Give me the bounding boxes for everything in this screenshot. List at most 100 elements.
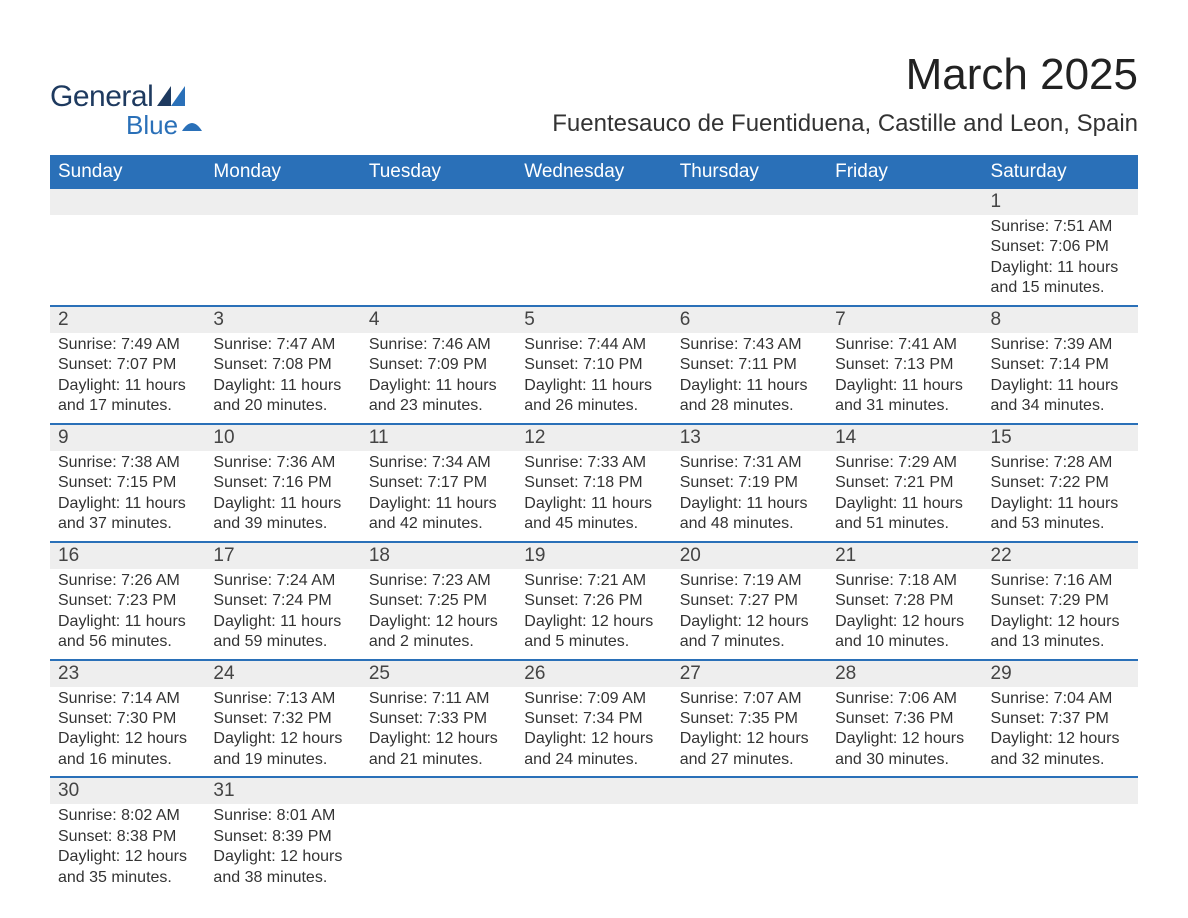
weekday-header: Monday <box>205 155 360 189</box>
day-content-row: Sunrise: 7:38 AMSunset: 7:15 PMDaylight:… <box>50 451 1138 542</box>
day-content-cell: Sunrise: 7:47 AMSunset: 7:08 PMDaylight:… <box>205 333 360 424</box>
day-number-cell: 10 <box>205 424 360 451</box>
sunrise-text: Sunrise: 7:47 AM <box>213 335 352 355</box>
sunset-text: Sunset: 7:26 PM <box>524 591 663 611</box>
sunrise-text: Sunrise: 7:31 AM <box>680 453 819 473</box>
sunrise-text: Sunrise: 7:51 AM <box>991 217 1130 237</box>
day-number-cell: 29 <box>983 660 1138 687</box>
sunrise-text: Sunrise: 7:14 AM <box>58 689 197 709</box>
day-content-cell: Sunrise: 7:43 AMSunset: 7:11 PMDaylight:… <box>672 333 827 424</box>
daylight-text: Daylight: 12 hours and 13 minutes. <box>991 612 1130 653</box>
sunrise-text: Sunrise: 7:24 AM <box>213 571 352 591</box>
day-content-cell: Sunrise: 7:13 AMSunset: 7:32 PMDaylight:… <box>205 687 360 778</box>
daylight-text: Daylight: 11 hours and 48 minutes. <box>680 494 819 535</box>
day-content-cell: Sunrise: 7:49 AMSunset: 7:07 PMDaylight:… <box>50 333 205 424</box>
sunrise-text: Sunrise: 7:34 AM <box>369 453 508 473</box>
logo-text-general: General <box>50 80 153 114</box>
day-content-cell: Sunrise: 7:16 AMSunset: 7:29 PMDaylight:… <box>983 569 1138 660</box>
day-number-cell: 21 <box>827 542 982 569</box>
header: General Blue March 2025 Fuentesauco de F… <box>50 50 1138 141</box>
sunset-text: Sunset: 7:19 PM <box>680 473 819 493</box>
sunrise-text: Sunrise: 7:19 AM <box>680 571 819 591</box>
sunrise-text: Sunrise: 8:02 AM <box>58 806 197 826</box>
sunrise-text: Sunrise: 7:49 AM <box>58 335 197 355</box>
sunrise-text: Sunrise: 7:41 AM <box>835 335 974 355</box>
daylight-text: Daylight: 11 hours and 34 minutes. <box>991 376 1130 417</box>
day-number-cell: 8 <box>983 306 1138 333</box>
day-number-cell: 30 <box>50 777 205 804</box>
sunset-text: Sunset: 7:07 PM <box>58 355 197 375</box>
day-number-cell <box>672 777 827 804</box>
sunrise-text: Sunrise: 7:38 AM <box>58 453 197 473</box>
day-content-row: Sunrise: 7:14 AMSunset: 7:30 PMDaylight:… <box>50 687 1138 778</box>
day-content-cell <box>361 215 516 306</box>
day-number-cell: 7 <box>827 306 982 333</box>
day-content-cell <box>516 215 671 306</box>
logo: General Blue <box>50 50 202 141</box>
day-content-cell: Sunrise: 7:51 AMSunset: 7:06 PMDaylight:… <box>983 215 1138 306</box>
day-number-cell: 17 <box>205 542 360 569</box>
day-number-cell <box>516 777 671 804</box>
sunset-text: Sunset: 7:27 PM <box>680 591 819 611</box>
daylight-text: Daylight: 12 hours and 38 minutes. <box>213 847 352 888</box>
day-content-cell: Sunrise: 7:33 AMSunset: 7:18 PMDaylight:… <box>516 451 671 542</box>
daylight-text: Daylight: 12 hours and 21 minutes. <box>369 729 508 770</box>
sunset-text: Sunset: 7:17 PM <box>369 473 508 493</box>
logo-triangle-icon <box>157 86 185 106</box>
day-content-row: Sunrise: 8:02 AMSunset: 8:38 PM Daylight:… <box>50 804 1138 894</box>
weekday-header: Wednesday <box>516 155 671 189</box>
sunset-text: Sunset: 7:13 PM <box>835 355 974 375</box>
day-number-cell <box>827 189 982 215</box>
day-content-cell <box>50 215 205 306</box>
sunset-text: Sunset: 7:08 PM <box>213 355 352 375</box>
sunrise-text: Sunrise: 7:21 AM <box>524 571 663 591</box>
day-number-row: 23242526272829 <box>50 660 1138 687</box>
page-title: March 2025 <box>552 50 1138 100</box>
day-content-cell: Sunrise: 7:26 AMSunset: 7:23 PMDaylight:… <box>50 569 205 660</box>
daylight-text: Daylight: 11 hours and 17 minutes. <box>58 376 197 417</box>
sunrise-text: Sunrise: 7:44 AM <box>524 335 663 355</box>
location-subtitle: Fuentesauco de Fuentiduena, Castille and… <box>552 110 1138 138</box>
weekday-header: Saturday <box>983 155 1138 189</box>
day-number-cell: 16 <box>50 542 205 569</box>
sunset-text: Sunset: 7:24 PM <box>213 591 352 611</box>
day-content-cell <box>516 804 671 894</box>
day-number-cell: 18 <box>361 542 516 569</box>
day-number-cell <box>361 777 516 804</box>
sunset-text: Sunset: 8:38 PM <box>58 827 197 847</box>
daylight-text: Daylight: 11 hours and 53 minutes. <box>991 494 1130 535</box>
day-number-cell: 23 <box>50 660 205 687</box>
daylight-text: Daylight: 11 hours and 23 minutes. <box>369 376 508 417</box>
sunrise-text: Sunrise: 7:18 AM <box>835 571 974 591</box>
day-number-row: 9101112131415 <box>50 424 1138 451</box>
sunset-text: Sunset: 7:06 PM <box>991 237 1130 257</box>
daylight-text: Daylight: 11 hours and 59 minutes. <box>213 612 352 653</box>
daylight-text: Daylight: 11 hours and 37 minutes. <box>58 494 197 535</box>
sunset-text: Sunset: 7:09 PM <box>369 355 508 375</box>
day-content-cell: Sunrise: 7:36 AMSunset: 7:16 PMDaylight:… <box>205 451 360 542</box>
sunset-text: Sunset: 7:25 PM <box>369 591 508 611</box>
day-number-cell <box>827 777 982 804</box>
day-number-row: 3031 <box>50 777 1138 804</box>
daylight-text: Daylight: 11 hours and 31 minutes. <box>835 376 974 417</box>
day-number-cell: 12 <box>516 424 671 451</box>
day-content-cell: Sunrise: 7:34 AMSunset: 7:17 PMDaylight:… <box>361 451 516 542</box>
day-number-cell: 22 <box>983 542 1138 569</box>
day-content-cell: Sunrise: 7:04 AMSunset: 7:37 PMDaylight:… <box>983 687 1138 778</box>
sunrise-text: Sunrise: 7:26 AM <box>58 571 197 591</box>
weekday-header: Sunday <box>50 155 205 189</box>
day-number-row: 1 <box>50 189 1138 215</box>
day-number-cell: 4 <box>361 306 516 333</box>
daylight-text: Daylight: 12 hours and 30 minutes. <box>835 729 974 770</box>
calendar-table: Sunday Monday Tuesday Wednesday Thursday… <box>50 155 1138 894</box>
sunset-text: Sunset: 7:16 PM <box>213 473 352 493</box>
daylight-text: Daylight: 11 hours and 28 minutes. <box>680 376 819 417</box>
day-content-cell: Sunrise: 7:28 AMSunset: 7:22 PMDaylight:… <box>983 451 1138 542</box>
day-number-cell: 11 <box>361 424 516 451</box>
day-number-cell: 26 <box>516 660 671 687</box>
sunset-text: Sunset: 7:29 PM <box>991 591 1130 611</box>
weekday-header: Thursday <box>672 155 827 189</box>
sunrise-text: Sunrise: 7:36 AM <box>213 453 352 473</box>
day-content-cell: Sunrise: 7:38 AMSunset: 7:15 PMDaylight:… <box>50 451 205 542</box>
day-content-cell: Sunrise: 8:01 AMSunset: 8:39 PMDaylight:… <box>205 804 360 894</box>
